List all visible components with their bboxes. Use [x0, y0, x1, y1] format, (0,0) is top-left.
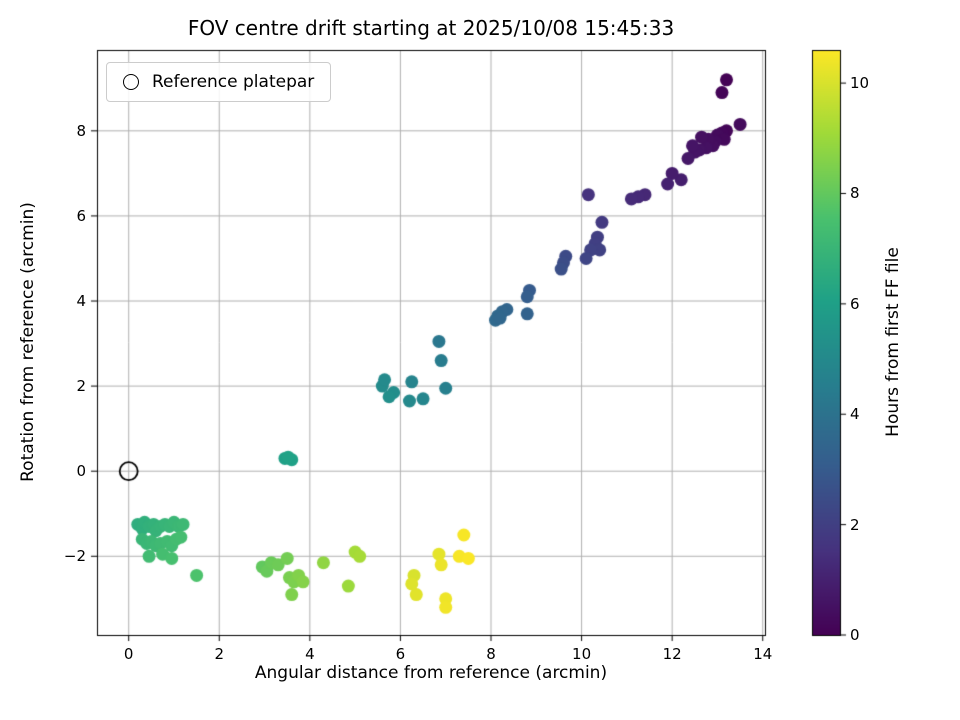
- colorbar-tick-label: 2: [850, 515, 860, 534]
- y-tick-label: 2: [76, 377, 86, 396]
- y-axis-label: Rotation from reference (arcmin): [18, 202, 38, 482]
- y-tick-label: 6: [76, 206, 86, 225]
- x-tick-label: 8: [486, 645, 496, 663]
- chart-title: FOV centre drift starting at 2025/10/08 …: [187, 16, 675, 40]
- colorbar-tick-label: 10: [850, 74, 870, 93]
- x-tick-label: 12: [662, 645, 682, 663]
- y-tick-label: −2: [63, 547, 86, 566]
- colorbar-label: Hours from first FF file: [883, 247, 903, 437]
- x-tick-label: 4: [305, 645, 315, 663]
- x-tick-label: 6: [395, 645, 406, 663]
- colorbar-tick-label: 8: [850, 184, 860, 203]
- colorbar-tick-label: 6: [850, 294, 860, 313]
- x-axis-label: Angular distance from reference (arcmin): [254, 663, 608, 683]
- x-tick-label: 10: [572, 645, 592, 663]
- colorbar-tick-label: 0: [850, 626, 860, 644]
- legend-label: Reference platepar: [152, 72, 315, 92]
- x-tick-label: 14: [753, 645, 773, 663]
- reference-platepar-marker-icon: [123, 74, 139, 90]
- y-tick-label: 8: [76, 121, 86, 140]
- y-tick-label: 0: [76, 462, 86, 481]
- colorbar-tick-label: 4: [850, 405, 860, 424]
- x-tick-label: 0: [123, 645, 134, 663]
- y-tick-label: 4: [76, 292, 86, 311]
- legend: Reference platepar: [106, 62, 332, 102]
- x-tick-label: 2: [214, 645, 225, 663]
